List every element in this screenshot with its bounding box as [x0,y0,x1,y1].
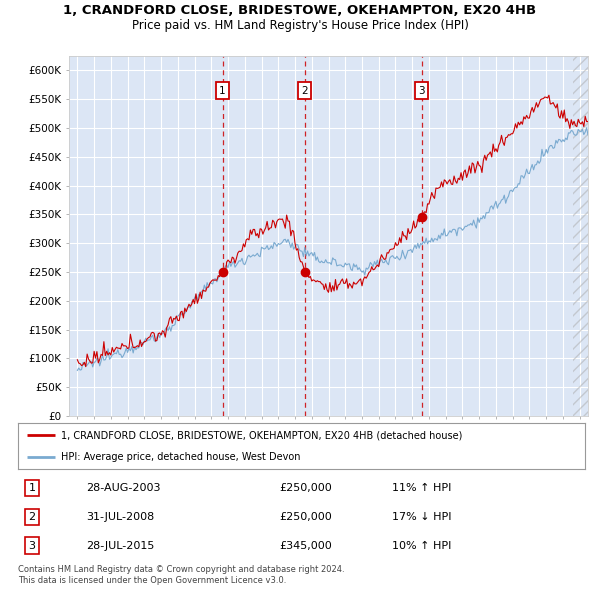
Text: 1: 1 [29,483,35,493]
Text: £250,000: £250,000 [279,483,332,493]
Text: 31-JUL-2008: 31-JUL-2008 [86,512,154,522]
Text: 3: 3 [419,86,425,96]
Text: 2: 2 [301,86,308,96]
Text: 11% ↑ HPI: 11% ↑ HPI [392,483,452,493]
Text: £345,000: £345,000 [279,540,332,550]
Text: Contains HM Land Registry data © Crown copyright and database right 2024.
This d: Contains HM Land Registry data © Crown c… [18,565,344,585]
Text: 17% ↓ HPI: 17% ↓ HPI [392,512,452,522]
Text: 3: 3 [29,540,35,550]
Text: 1: 1 [219,86,226,96]
Text: £250,000: £250,000 [279,512,332,522]
Text: 1, CRANDFORD CLOSE, BRIDESTOWE, OKEHAMPTON, EX20 4HB (detached house): 1, CRANDFORD CLOSE, BRIDESTOWE, OKEHAMPT… [61,431,462,441]
Text: 28-AUG-2003: 28-AUG-2003 [86,483,161,493]
Text: HPI: Average price, detached house, West Devon: HPI: Average price, detached house, West… [61,451,300,461]
Text: 28-JUL-2015: 28-JUL-2015 [86,540,154,550]
Text: 10% ↑ HPI: 10% ↑ HPI [392,540,452,550]
Text: 2: 2 [29,512,36,522]
Text: 1, CRANDFORD CLOSE, BRIDESTOWE, OKEHAMPTON, EX20 4HB: 1, CRANDFORD CLOSE, BRIDESTOWE, OKEHAMPT… [64,4,536,17]
Text: Price paid vs. HM Land Registry's House Price Index (HPI): Price paid vs. HM Land Registry's House … [131,19,469,32]
